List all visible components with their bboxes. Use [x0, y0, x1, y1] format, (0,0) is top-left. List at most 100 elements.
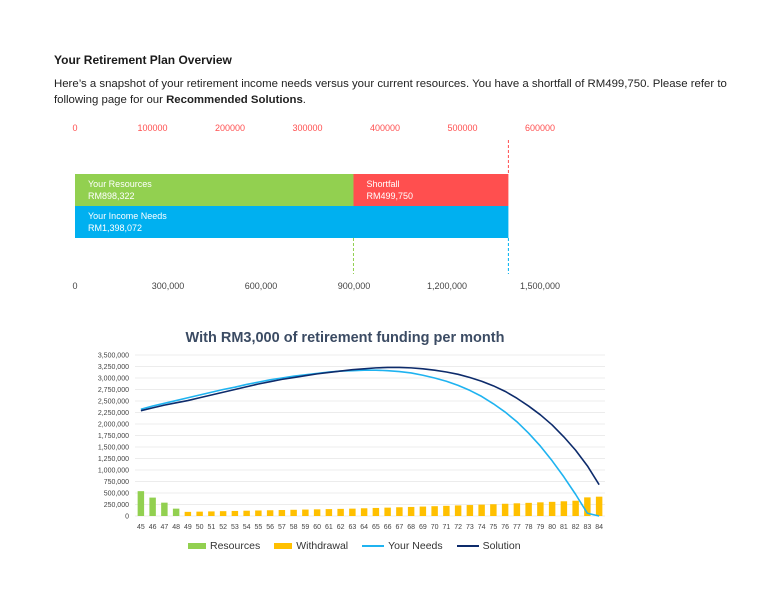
summary-text: Here’s a snapshot of your retirement inc… [54, 76, 734, 108]
x-tick-69: 69 [419, 524, 427, 531]
x-tick-49: 49 [184, 524, 192, 531]
withdrawal-bar-64 [360, 508, 368, 516]
x-tick-51: 51 [207, 524, 215, 531]
bar-your-resources-name: Your Resources [88, 179, 152, 189]
top-axis-tick-300000: 300000 [292, 123, 322, 133]
y-tick-500-000: 500,000 [104, 491, 129, 498]
your-needs-line [140, 369, 600, 517]
withdrawal-bar-73 [466, 505, 474, 516]
resources-bar-45 [137, 491, 145, 516]
bar-your-income-needs-value: RM1,398,072 [88, 223, 142, 233]
withdrawal-bar-70 [431, 506, 438, 516]
resources-vs-needs-bar-chart: 0 100000 200000 300000 400000 500000 600000 0 30… [72, 123, 560, 291]
legend-resources: Resources [188, 540, 260, 552]
y-tick-2-250-000: 2,250,000 [98, 410, 129, 417]
x-tick-54: 54 [243, 524, 251, 531]
withdrawal-bar-55 [255, 510, 262, 516]
x-tick-83: 83 [583, 524, 591, 531]
withdrawal-bar-83 [584, 497, 591, 516]
x-tick-65: 65 [372, 524, 380, 531]
bar-shortfall: Shortfall RM499,750 [353, 174, 509, 206]
x-tick-52: 52 [219, 524, 227, 531]
x-tick-50: 50 [196, 524, 204, 531]
bar-your-income-needs-name: Your Income Needs [88, 211, 167, 221]
withdrawal-bar-72 [454, 505, 462, 516]
withdrawal-bar-71 [443, 505, 450, 516]
y-tick-1-750-000: 1,750,000 [98, 433, 129, 440]
resources-bar-46 [149, 497, 156, 516]
bottom-axis-tick-1-500-000: 1,500,000 [520, 281, 560, 291]
solution-line [140, 366, 600, 486]
x-tick-48: 48 [172, 524, 180, 531]
y-tick-2-750-000: 2,750,000 [98, 387, 129, 394]
top-axis-tick-0: 0 [72, 123, 77, 133]
y-tick-1-000-000: 1,000,000 [98, 468, 129, 475]
legend-withdrawal-label: Withdrawal [296, 540, 349, 552]
x-tick-60: 60 [313, 524, 321, 531]
x-tick-57: 57 [278, 524, 286, 531]
withdrawal-bar-82 [572, 500, 579, 516]
x-tick-77: 77 [513, 524, 521, 531]
y-tick-2-500-000: 2,500,000 [98, 399, 129, 406]
top-axis-tick-600000: 600000 [525, 123, 555, 133]
withdrawal-bar-68 [407, 506, 415, 516]
x-tick-84: 84 [595, 524, 603, 531]
withdrawal-bar-79 [537, 502, 544, 516]
bottom-axis-tick-0: 0 [72, 281, 77, 291]
withdrawal-bar-81 [560, 501, 568, 516]
withdrawal-bar-57 [278, 510, 286, 516]
withdrawal-bar-63 [349, 508, 356, 516]
withdrawal-bar-66 [384, 507, 391, 516]
x-tick-45: 45 [137, 524, 145, 531]
recommended-solutions-label: Recommended Solutions [166, 94, 303, 106]
summary-text-end: . [302, 94, 306, 106]
x-tick-72: 72 [454, 524, 462, 531]
x-tick-55: 55 [254, 524, 262, 531]
top-axis-tick-100000: 100000 [137, 123, 167, 133]
y-tick-250-000: 250,000 [104, 502, 129, 509]
bar-shortfall-value: RM499,750 [366, 191, 413, 201]
withdrawal-bar-62 [337, 508, 344, 516]
bar-your-income-needs: Your Income Needs RM1,398,072 [75, 206, 509, 238]
y-tick-2-000-000: 2,000,000 [98, 422, 129, 429]
x-tick-61: 61 [325, 524, 333, 531]
withdrawal-bar-60 [313, 509, 321, 516]
x-tick-70: 70 [431, 524, 439, 531]
bar-your-resources-rect [75, 174, 354, 206]
x-tick-66: 66 [384, 524, 392, 531]
x-tick-79: 79 [536, 524, 544, 531]
bar-your-resources: Your Resources RM898,322 [75, 174, 354, 206]
withdrawal-bar-53 [231, 510, 239, 516]
top-axis-tick-200000: 200000 [215, 123, 245, 133]
withdrawal-bar-52 [219, 511, 227, 516]
withdrawal-bar-58 [290, 509, 297, 516]
x-tick-47: 47 [160, 524, 168, 531]
x-tick-71: 71 [442, 524, 450, 531]
y-tick-1-250-000: 1,250,000 [98, 456, 129, 463]
x-tick-81: 81 [560, 524, 568, 531]
withdrawal-bar-65 [372, 507, 380, 516]
legend-resources-label: Resources [210, 540, 261, 552]
page-title: Your Retirement Plan Overview [54, 53, 232, 67]
resources-bar-48 [172, 508, 180, 516]
legend-solution-line [456, 545, 479, 547]
legend-resources-swatch [188, 543, 206, 549]
y-tick-0: 0 [125, 514, 129, 521]
legend-solution: Solution [456, 540, 521, 552]
legend-your-needs-line [362, 545, 385, 547]
withdrawal-bar-77 [513, 503, 521, 516]
withdrawal-bar-67 [396, 507, 403, 516]
resources-bar-47 [161, 502, 168, 516]
bar-your-resources-value: RM898,322 [88, 191, 135, 201]
withdrawal-bar-54 [243, 510, 250, 516]
bottom-axis-tick-1-200-000: 1,200,000 [427, 281, 467, 291]
chart-legend: Resources Withdrawal Your Needs Solution [188, 540, 535, 552]
withdrawal-bar-84 [595, 496, 603, 516]
withdrawal-bar-74 [478, 504, 485, 516]
withdrawal-bar-59 [302, 509, 309, 516]
bottom-axis-tick-600-000: 600,000 [245, 281, 278, 291]
top-axis-tick-400000: 400000 [370, 123, 400, 133]
x-tick-73: 73 [466, 524, 474, 531]
withdrawal-bar-56 [266, 510, 274, 516]
legend-your-needs-label: Your Needs [388, 540, 443, 552]
